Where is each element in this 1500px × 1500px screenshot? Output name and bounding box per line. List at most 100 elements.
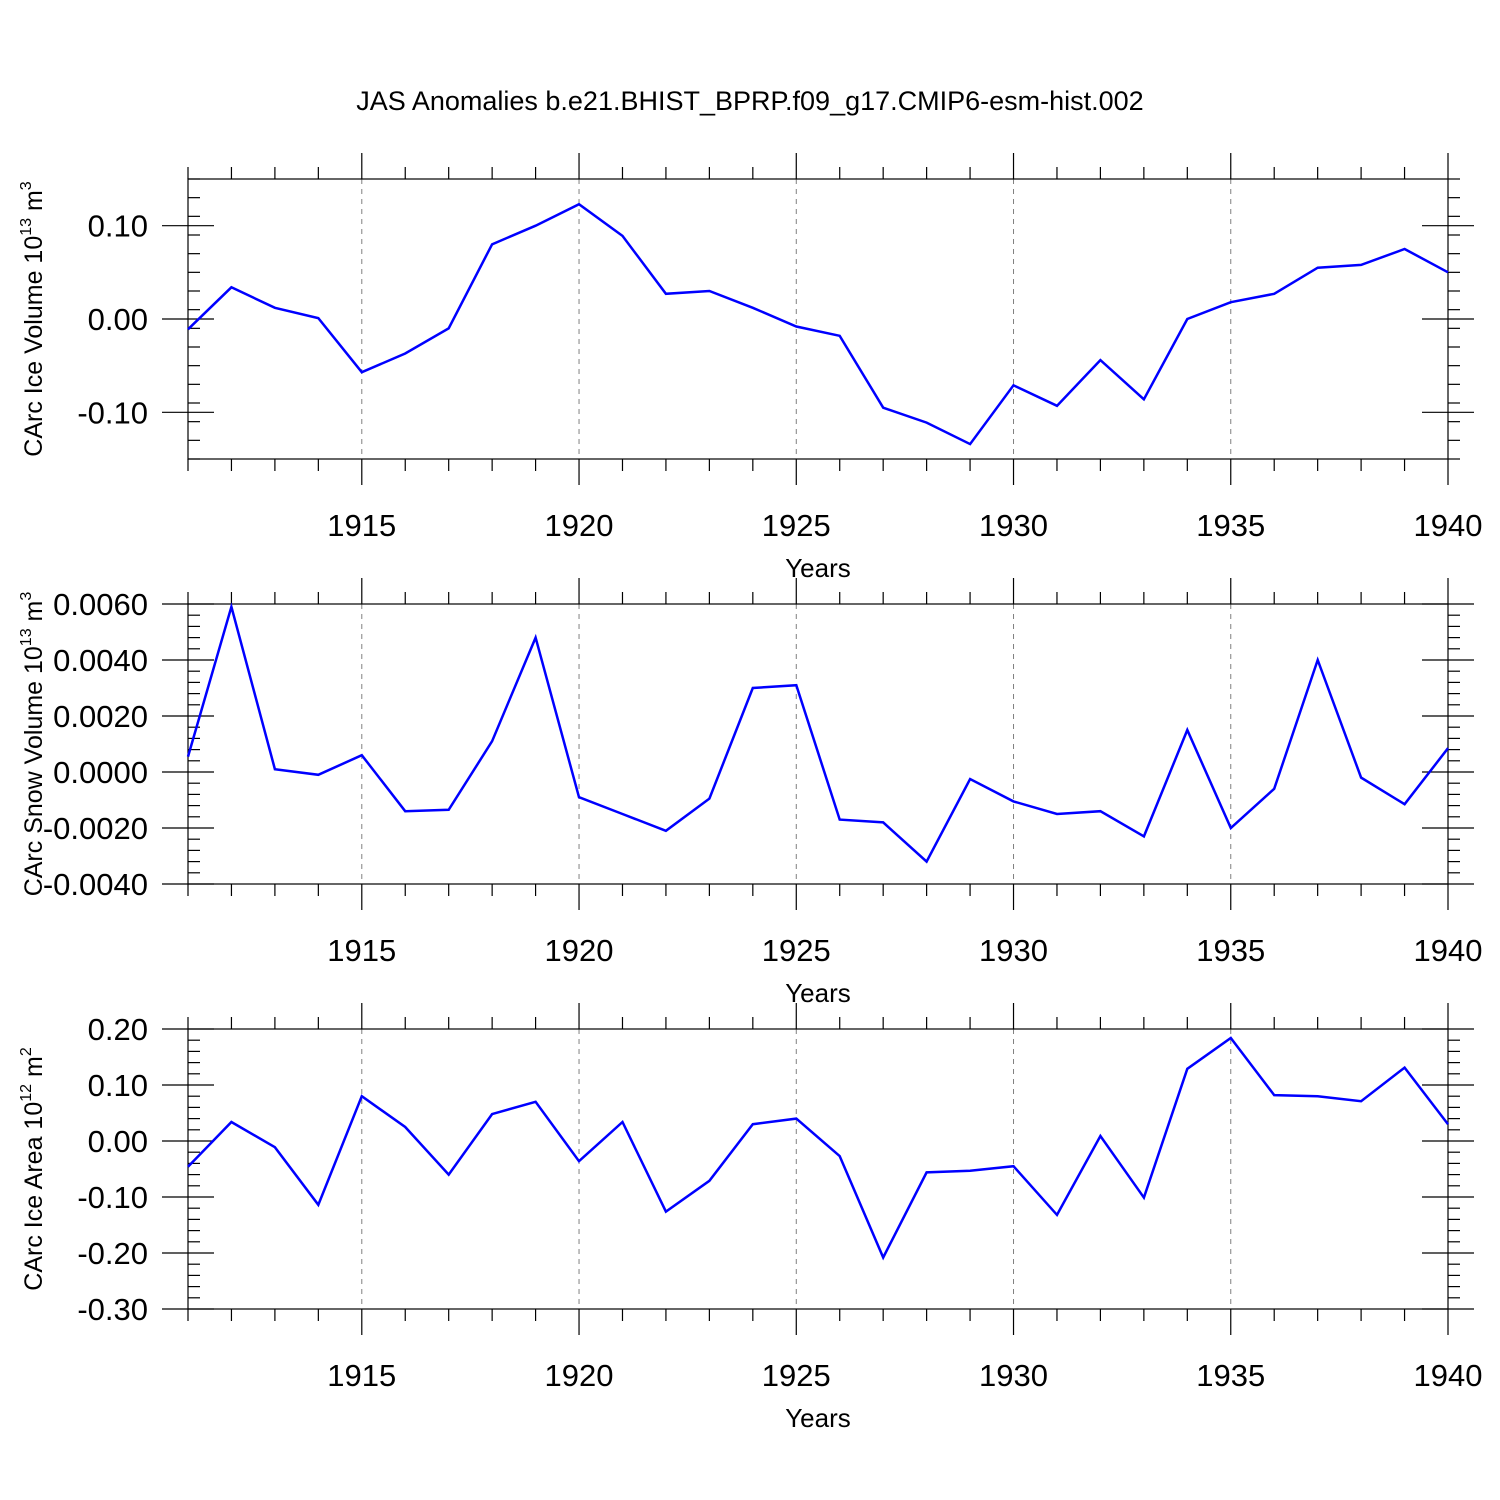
data-point [882,821,884,823]
y-tick-label: 0.10 [88,209,148,244]
data-point [839,335,841,337]
x-tick-label: 1935 [1196,933,1265,968]
series-line [187,1036,1449,1261]
series-line [187,202,1449,446]
x-tick-label: 1925 [762,1358,831,1393]
y-axis-label-exponent: 2 [18,1047,35,1056]
data-point [708,797,710,799]
data-point [274,307,276,309]
data-point [578,796,580,798]
data-point [1056,405,1058,407]
y-tick-label: -0.20 [77,1236,148,1271]
data-point [187,328,189,330]
y-axis-label-part: CArc Snow Volume 10 [20,646,48,896]
data-point [969,1169,971,1171]
x-tick-label: 1935 [1196,508,1265,543]
data-point [665,293,667,295]
data-point [969,778,971,780]
y-tick-label: 0.00 [88,1124,148,1159]
y-axis-label-part: CArc Ice Volume 10 [20,236,48,457]
data-point [447,327,449,329]
data-point [447,809,449,811]
data-point [1012,800,1014,802]
data-point [1273,788,1275,790]
data-point [1230,827,1232,829]
data-point [1186,729,1188,731]
x-tick-label: 1940 [1414,1358,1483,1393]
data-point [1447,747,1449,749]
x-axis-label: Years [785,553,851,583]
series-line [186,602,1449,864]
x-tick-label: 1915 [327,1358,396,1393]
data-point [578,1160,580,1162]
data-point [1186,318,1188,320]
data-point [404,810,406,812]
data-point [534,636,536,638]
data-point [1099,1135,1101,1137]
x-tick-label: 1930 [979,508,1048,543]
data-point [621,1121,623,1123]
y-tick-label: -0.0020 [43,811,148,846]
y-axis-label-part: CArc Ice Area 10 [20,1102,48,1291]
data-point [795,684,797,686]
data-point [578,203,580,205]
page-title: JAS Anomalies b.e21.BHIST_BPRP.f09_g17.C… [356,86,1144,116]
data-point [925,421,927,423]
y-axis-label-exponent: 3 [18,592,35,601]
y-axis-label-part: m [20,190,48,218]
data-point [274,1146,276,1148]
data-point [404,1126,406,1128]
x-tick-label: 1915 [327,933,396,968]
panel-ice-volume: -0.10 0.00 0.10 1915 1920 1925 1930 1935 1940 Yea… [18,153,1482,583]
data-point [752,687,754,689]
data-point [1316,659,1318,661]
y-tick-label: -0.30 [77,1292,148,1327]
x-tick-label: 1920 [545,1358,614,1393]
data-point [621,813,623,815]
y-axis-label: CArc Ice Area 1012 m2 [18,1047,48,1291]
y-tick-label: 0.0040 [53,643,148,678]
data-point [317,774,319,776]
y-axis-label-part: m [20,601,48,629]
data-point [361,1095,363,1097]
data-point [230,606,232,608]
y-tick-label: 0.0000 [53,755,148,790]
y-tick-label: 0.10 [88,1068,148,1103]
data-point [1143,835,1145,837]
y-tick-label: -0.10 [77,395,148,430]
panel-ice-area: -0.30 -0.20 -0.10 0.00 0.10 0.20 1915 1920 1925 1… [18,1003,1482,1433]
data-point [1316,266,1318,268]
data-point [1056,1214,1058,1216]
x-tick-label: 1925 [762,933,831,968]
data-point [1403,1066,1405,1068]
y-axis-label-exponent: 13 [18,628,35,646]
data-point [708,1180,710,1182]
data-point [361,754,363,756]
plot-frame [187,178,1449,460]
y-tick-label: -0.10 [77,1180,148,1215]
data-point [404,352,406,354]
data-point [317,317,319,319]
data-point [1099,810,1101,812]
data-point [1012,384,1014,386]
y-tick-label: 0.20 [88,1012,148,1047]
data-point [708,290,710,292]
data-point [925,1171,927,1173]
data-point [882,1256,884,1258]
y-tick-label: 0.0020 [53,699,148,734]
data-point [1360,264,1362,266]
x-tick-label: 1930 [979,933,1048,968]
data-point [447,1173,449,1175]
data-point [1143,398,1145,400]
data-point [1012,1165,1014,1167]
data-point [1273,1094,1275,1096]
data-point [752,1123,754,1125]
data-point [1447,271,1449,273]
data-point [491,243,493,245]
data-point [230,1121,232,1123]
plot-frame [187,603,1449,885]
x-tick-label: 1935 [1196,1358,1265,1393]
y-axis-label: CArc Snow Volume 1013 m3 [18,592,48,897]
y-axis-label-exponent: 3 [18,181,35,190]
